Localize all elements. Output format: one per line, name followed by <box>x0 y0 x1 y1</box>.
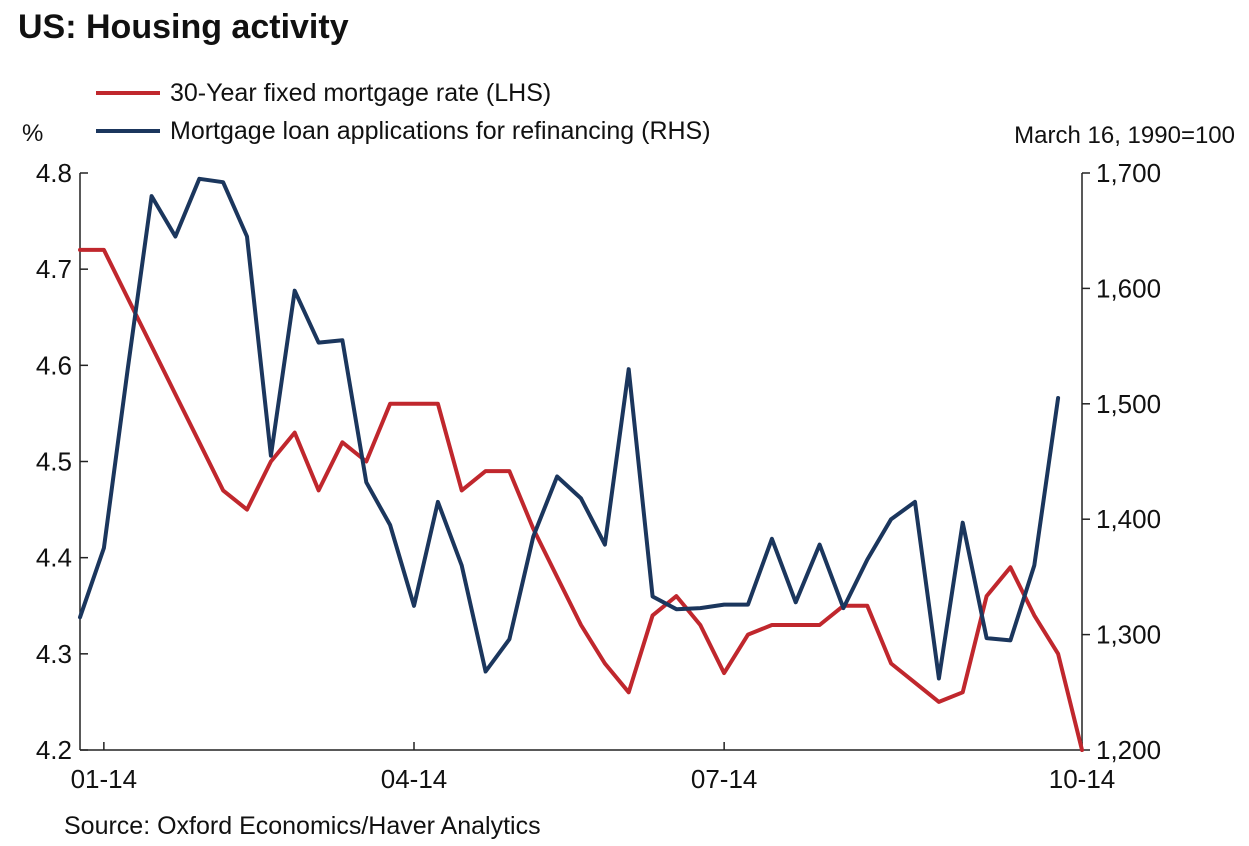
left-tick-label: 4.2 <box>36 735 72 765</box>
legend-item-refinancing: Mortgage loan applications for refinanci… <box>96 116 711 146</box>
x-tick-label: 10-14 <box>1049 764 1116 794</box>
legend-label-refinancing: Mortgage loan applications for refinanci… <box>170 116 711 145</box>
legend-swatch-refinancing <box>96 129 160 133</box>
left-tick-label: 4.4 <box>36 543 72 573</box>
right-tick-label: 1,500 <box>1096 389 1161 419</box>
left-tick-label: 4.6 <box>36 350 72 380</box>
legend-swatch-mortgage-rate <box>96 91 160 95</box>
legend-item-mortgage-rate: 30-Year fixed mortgage rate (LHS) <box>96 78 551 108</box>
right-axis-unit: March 16, 1990=100 <box>1014 122 1235 149</box>
x-tick-label: 04-14 <box>381 764 448 794</box>
right-tick-label: 1,700 <box>1096 158 1161 188</box>
left-tick-label: 4.7 <box>36 254 72 284</box>
left-tick-label: 4.8 <box>36 158 72 188</box>
legend-label-mortgage-rate: 30-Year fixed mortgage rate (LHS) <box>170 78 552 107</box>
x-tick-label: 07-14 <box>691 764 758 794</box>
left-tick-label: 4.3 <box>36 639 72 669</box>
left-axis-unit: % <box>22 120 44 147</box>
right-tick-label: 1,300 <box>1096 620 1161 650</box>
source-note: Source: Oxford Economics/Haver Analytics <box>64 812 541 840</box>
right-tick-label: 1,600 <box>1096 273 1161 303</box>
chart-title: US: Housing activity <box>18 8 349 46</box>
right-tick-label: 1,400 <box>1096 504 1161 534</box>
series-line-refinancing <box>78 176 1061 681</box>
right-tick-label: 1,200 <box>1096 735 1161 765</box>
left-tick-label: 4.5 <box>36 447 72 477</box>
series-line-mortgage-rate <box>78 247 1084 752</box>
x-tick-label: 01-14 <box>71 764 138 794</box>
